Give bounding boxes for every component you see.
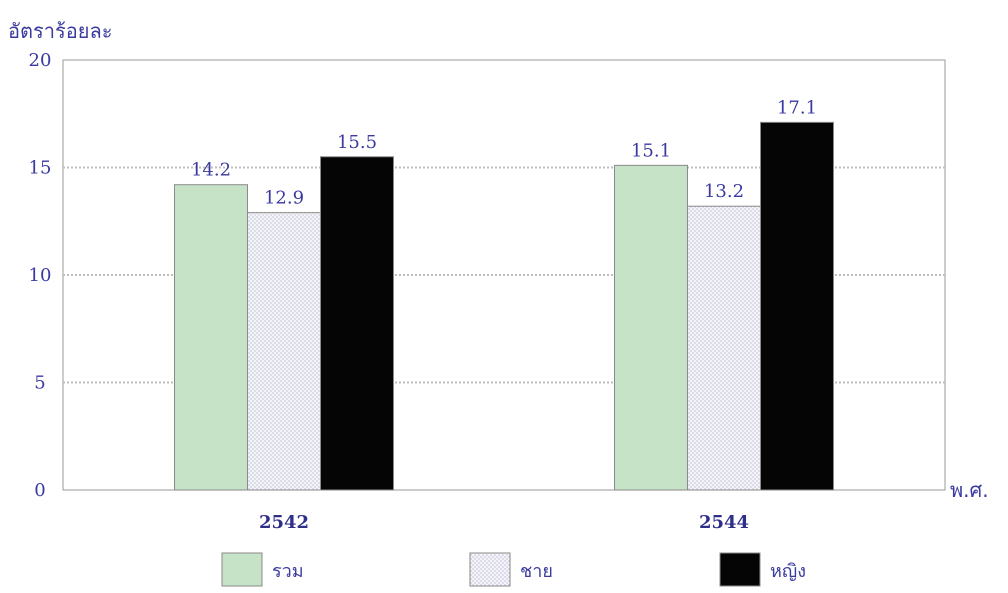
data-label: 12.9 — [264, 188, 304, 209]
data-label: 15.5 — [337, 132, 377, 153]
legend-swatch — [469, 552, 511, 587]
legend-swatch — [221, 552, 263, 587]
bar — [174, 184, 248, 491]
y-axis-title: อัตราร้อยละ — [8, 19, 112, 43]
y-tick-label: 20 — [29, 50, 52, 71]
y-tick-label: 15 — [29, 158, 52, 179]
y-tick-label: 0 — [34, 480, 45, 501]
legend-label: ชาย — [520, 561, 553, 582]
data-labels: 14.2 12.9 15.5 15.1 13.2 17.1 — [191, 97, 817, 208]
bars — [174, 121, 834, 491]
legend-label: หญิง — [770, 561, 806, 582]
y-tick-label: 5 — [34, 373, 45, 394]
data-label: 17.1 — [777, 97, 817, 118]
bar — [687, 205, 761, 491]
y-axis-ticks: 0 5 10 15 20 — [29, 50, 52, 501]
y-tick-label: 10 — [29, 265, 52, 286]
category-label: 2542 — [259, 512, 309, 533]
bar — [760, 121, 834, 491]
bar — [247, 212, 321, 491]
data-label: 13.2 — [704, 181, 744, 202]
bar — [614, 164, 688, 491]
data-label: 15.1 — [631, 140, 671, 161]
data-label: 14.2 — [191, 160, 231, 181]
legend-swatch — [719, 552, 761, 587]
legend: รวม ชาย หญิง — [221, 552, 806, 587]
gridlines — [63, 166, 945, 384]
category-label: 2544 — [699, 512, 749, 533]
bar — [320, 156, 394, 491]
x-axis-categories: 2542 2544 — [259, 512, 749, 533]
x-axis-title: พ.ศ. — [950, 478, 989, 502]
legend-label: รวม — [272, 561, 304, 582]
